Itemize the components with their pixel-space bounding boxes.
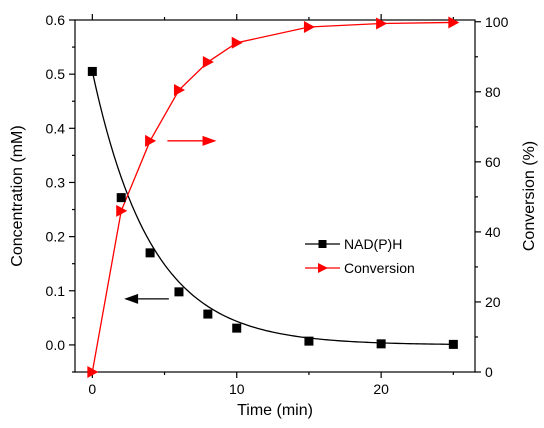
x-tick-label: 0	[88, 381, 96, 397]
series-line-nad-p-h	[91, 71, 454, 345]
data-point-conversion	[303, 21, 315, 34]
data-point-conversion	[376, 17, 388, 30]
data-point-conversion	[202, 56, 214, 69]
y-right-tick-label: 60	[485, 154, 501, 170]
y-right-tick-label: 40	[485, 224, 501, 240]
y-axis-right-title: Conversion (%)	[521, 141, 538, 251]
x-tick-label: 20	[373, 381, 389, 397]
legend-marker-conversion	[318, 263, 328, 273]
y-left-tick-label: 0.2	[46, 229, 66, 245]
data-point-nad-p-h	[304, 336, 314, 346]
y-left-tick-label: 0.3	[46, 174, 66, 190]
y-right-tick-label: 0	[485, 364, 493, 380]
y-left-tick-label: 0.4	[46, 120, 66, 136]
data-point-nad-p-h	[448, 339, 458, 349]
data-point-conversion	[116, 204, 128, 217]
x-tick-label: 10	[229, 381, 245, 397]
data-point-conversion	[231, 36, 243, 49]
axis-ticks	[69, 14, 481, 378]
legend-marker-nadph	[318, 240, 327, 248]
series-markers	[87, 16, 460, 378]
plot-frame	[74, 19, 476, 373]
axis-tick-labels: 0 10 20 0.0 0.1 0.2 0.3 0.4 0.5 0.6 0 20 40 60 80 100	[46, 12, 509, 397]
data-point-nad-p-h	[232, 323, 242, 333]
series-lines	[91, 21, 454, 373]
data-point-nad-p-h	[116, 193, 126, 203]
series-line-conversion	[91, 21, 454, 373]
data-point-nad-p-h	[145, 248, 155, 258]
data-point-conversion	[87, 366, 99, 378]
data-point-conversion	[448, 16, 460, 29]
y-left-tick-label: 0.5	[46, 66, 66, 82]
data-point-nad-p-h	[203, 309, 213, 319]
data-point-conversion	[173, 84, 185, 97]
annotation-arrow-head	[202, 135, 217, 146]
y-left-tick-label: 0.6	[46, 12, 66, 28]
y-axis-left-title: Concentration (mM)	[9, 125, 26, 266]
legend-label-nadph: NAD(P)H	[344, 236, 402, 252]
legend-label-conversion: Conversion	[344, 260, 415, 276]
annotation-arrow-head	[124, 293, 139, 304]
data-point-nad-p-h	[174, 287, 184, 297]
annotation-arrows	[124, 135, 217, 304]
y-right-tick-label: 100	[485, 14, 509, 30]
data-point-nad-p-h	[87, 66, 97, 76]
y-left-tick-label: 0.1	[46, 283, 66, 299]
y-right-tick-label: 80	[485, 84, 501, 100]
y-left-tick-label: 0.0	[46, 337, 66, 353]
x-axis-title: Time (min)	[237, 402, 313, 419]
legend: NAD(P)H Conversion	[305, 236, 415, 276]
data-point-conversion	[145, 134, 157, 147]
data-point-nad-p-h	[376, 339, 386, 349]
y-right-tick-label: 20	[485, 294, 501, 310]
